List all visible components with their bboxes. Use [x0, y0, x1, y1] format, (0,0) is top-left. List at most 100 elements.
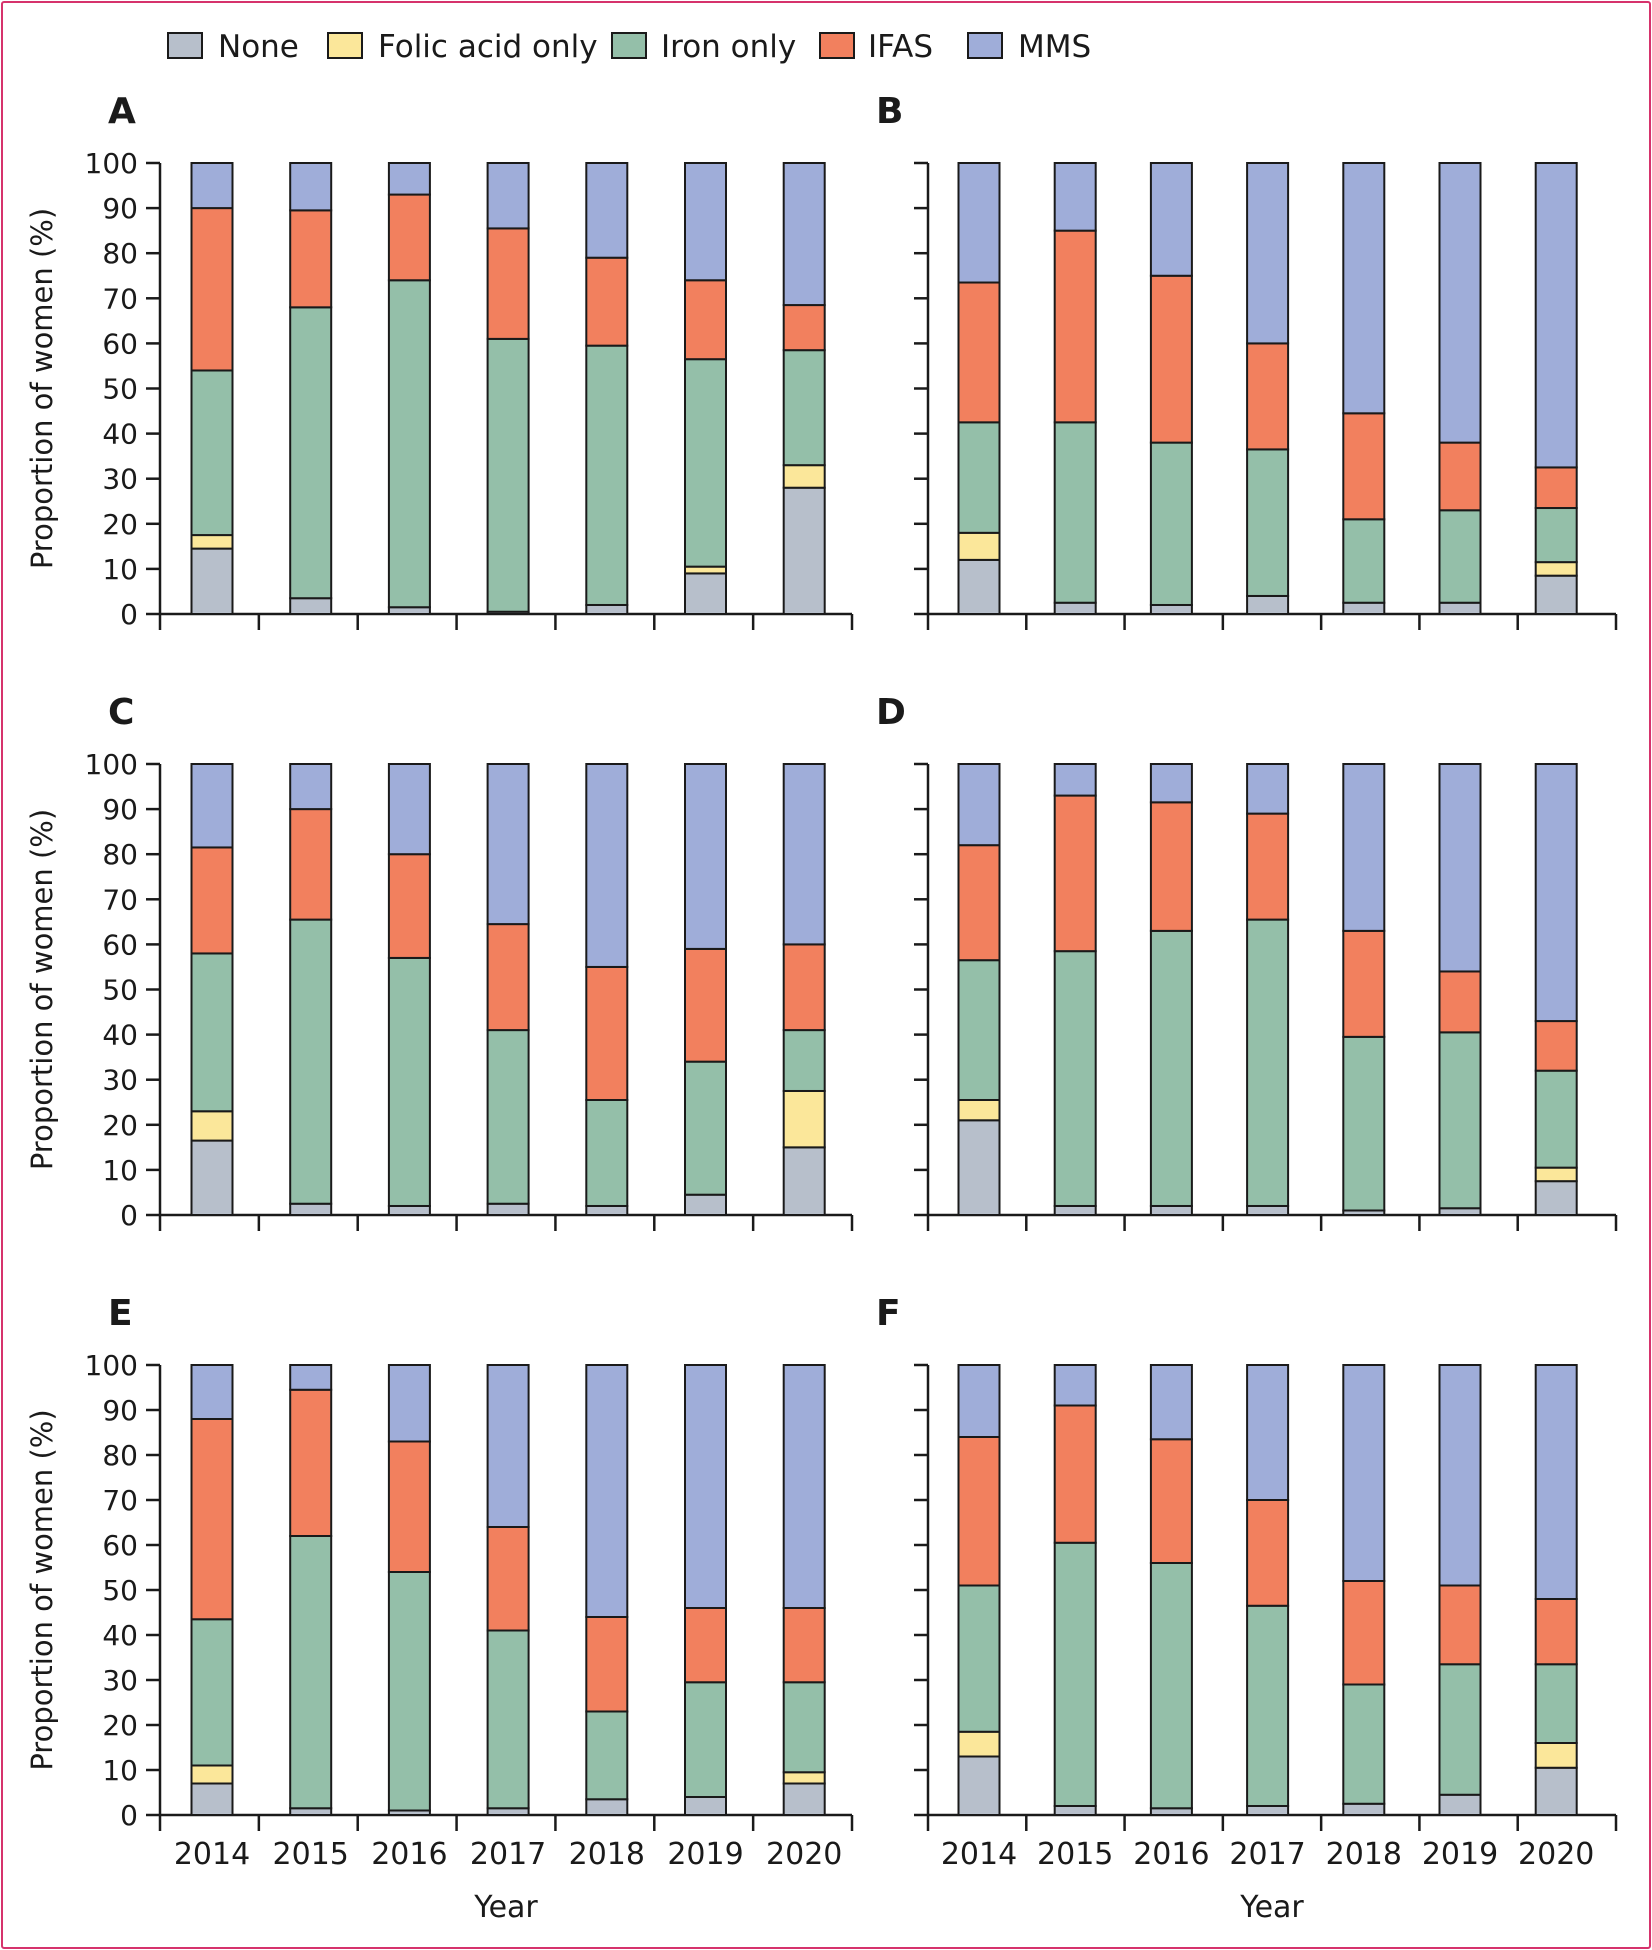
bar-segment-mms	[1149, 162, 1193, 277]
bar-segment-mms	[486, 763, 530, 926]
x-axis-label: Year	[473, 1890, 538, 1925]
bar-stack-2018	[585, 763, 629, 1216]
y-tick-label: 50	[102, 974, 138, 1007]
y-axis-label: Proportion of women (%)	[25, 208, 59, 569]
y-tick-label: 90	[102, 793, 138, 826]
bar-segment-mms	[1149, 1364, 1193, 1441]
y-tick-label: 10	[102, 1154, 138, 1187]
bar-segment-mms	[1438, 1364, 1482, 1587]
y-tick-label: 20	[102, 1709, 138, 1742]
bar-segment-mms	[486, 162, 530, 230]
bar-segment-mms	[1342, 763, 1386, 932]
bar-segment-mms	[1342, 1364, 1386, 1582]
bar-stack-2018	[1342, 162, 1386, 615]
legend-swatch-iron-only	[611, 32, 647, 59]
bar-segment-none	[289, 1202, 333, 1216]
bar-segment-ifas	[782, 1607, 826, 1684]
y-tick-label: 50	[102, 373, 138, 406]
bar-segment-none	[1053, 1204, 1097, 1216]
x-tick-label: 2017	[1229, 1837, 1305, 1872]
bar-segment-none	[1246, 1204, 1290, 1216]
x-tick-label: 2014	[941, 1837, 1017, 1872]
bar-segment-iron-only	[1053, 421, 1097, 604]
panel-a: A 0 10 20 30 40 50 60 70 80 90 100 Proportion of wom…	[25, 91, 854, 631]
bar-segment-none	[190, 547, 234, 615]
x-tick-label: 2017	[470, 1837, 546, 1872]
bar-stack-2014	[190, 1364, 234, 1816]
bar-stack-2017	[1246, 763, 1290, 1216]
bar-segment-none	[585, 603, 629, 615]
y-tick-label: 100	[85, 1349, 138, 1382]
bar-segment-iron-only	[289, 306, 333, 600]
bar-segment-none	[1342, 601, 1386, 615]
bar-segment-none	[387, 606, 431, 615]
bar-segment-iron-only	[486, 1629, 530, 1810]
bar-stack-2014	[957, 1364, 1001, 1816]
y-tick-label: 80	[102, 838, 138, 871]
bar-segment-iron-only	[957, 1584, 1001, 1733]
bar-segment-mms	[957, 162, 1001, 284]
bar-segment-none	[1534, 1766, 1578, 1816]
bar-segment-iron-only	[1342, 1683, 1386, 1805]
bar-segment-ifas	[1053, 229, 1097, 424]
bar-segment-folic-acid-only	[190, 534, 234, 550]
bar-segment-none	[1246, 594, 1290, 616]
y-axis-label: Proportion of women (%)	[25, 809, 59, 1170]
bar-segment-iron-only	[1438, 509, 1482, 604]
y-tick-label: 80	[102, 1439, 138, 1472]
bar-stack-2020	[1534, 162, 1578, 615]
bar-stack-2019	[684, 763, 727, 1216]
bar-segment-mms	[1534, 763, 1578, 1023]
y-tick-label: 80	[102, 237, 138, 270]
bar-segment-iron-only	[387, 956, 431, 1207]
bar-segment-mms	[585, 763, 629, 968]
bar-segment-iron-only	[585, 344, 629, 606]
bar-segment-mms	[782, 763, 826, 946]
legend-label-ifas: IFAS	[868, 29, 933, 65]
panel-label: D	[876, 692, 906, 733]
bar-segment-none	[957, 1119, 1001, 1217]
bar-segment-mms	[782, 1364, 826, 1609]
bar-segment-ifas	[684, 1607, 727, 1684]
bar-segment-iron-only	[190, 1618, 234, 1767]
bar-stack-2016	[1149, 162, 1193, 615]
bar-segment-none	[1342, 1802, 1386, 1816]
panel-d: D	[876, 692, 1618, 1231]
bar-stack-2015	[1053, 763, 1097, 1216]
bar-segment-iron-only	[1053, 950, 1097, 1207]
bar-segment-ifas	[1149, 801, 1193, 932]
bar-segment-mms	[1246, 162, 1290, 345]
bar-segment-mms	[289, 1364, 333, 1391]
panel-b: B	[876, 91, 1618, 630]
panel-label: E	[108, 1293, 133, 1334]
bar-segment-mms	[1246, 1364, 1290, 1501]
bar-segment-none	[1149, 603, 1193, 615]
x-tick-label: 2018	[1326, 1837, 1402, 1872]
bar-stack-2020	[782, 162, 826, 615]
bar-stack-2016	[387, 1364, 431, 1816]
bar-stack-2019	[1438, 162, 1482, 615]
legend-label-iron-only: Iron only	[661, 29, 796, 65]
x-tick-label: 2015	[273, 1837, 349, 1872]
bar-segment-none	[289, 597, 333, 616]
y-tick-label: 40	[102, 418, 138, 451]
bar-segment-none	[957, 558, 1001, 616]
bar-segment-none	[190, 1782, 234, 1816]
bar-segment-none	[289, 1807, 333, 1816]
bar-segment-ifas	[1149, 274, 1193, 444]
bar-segment-ifas	[1342, 1580, 1386, 1686]
bar-segment-mms	[1053, 763, 1097, 797]
bar-segment-iron-only	[1534, 507, 1578, 564]
bar-segment-none	[1053, 601, 1097, 615]
x-tick-label: 2014	[174, 1837, 250, 1872]
x-tick-label: 2019	[667, 1837, 743, 1872]
bar-segment-iron-only	[684, 1681, 727, 1798]
bar-stack-2019	[684, 1364, 727, 1816]
bar-stack-2015	[1053, 162, 1097, 615]
bar-stack-2019	[684, 162, 727, 615]
y-tick-label: 100	[85, 748, 138, 781]
bar-segment-mms	[190, 162, 234, 210]
y-tick-label: 0	[120, 1199, 138, 1232]
bar-segment-iron-only	[289, 1535, 333, 1810]
bar-segment-ifas	[585, 1616, 629, 1713]
